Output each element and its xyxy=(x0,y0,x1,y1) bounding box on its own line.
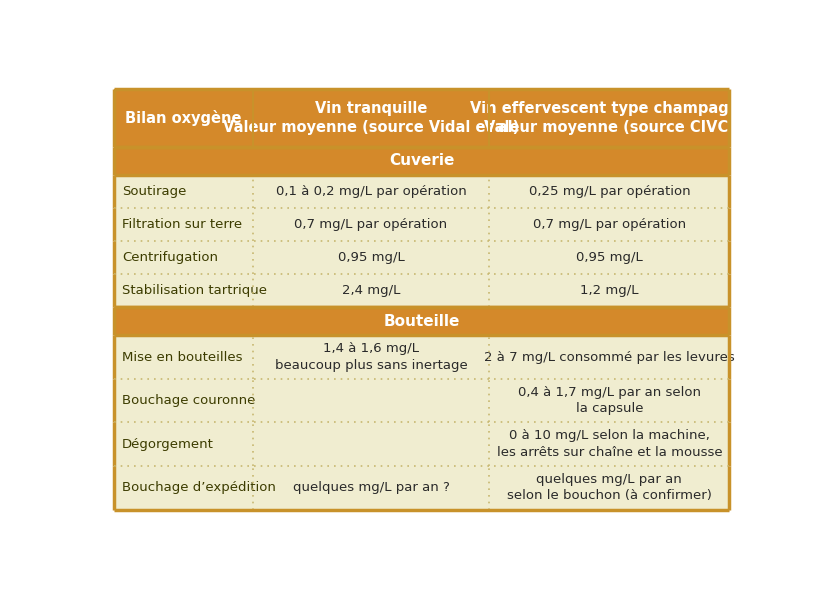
Text: quelques mg/L par an
selon le bouchon (à confirmer): quelques mg/L par an selon le bouchon (à… xyxy=(507,473,712,502)
Text: 1,2 mg/L: 1,2 mg/L xyxy=(580,284,639,297)
Text: Mise en bouteilles: Mise en bouteilles xyxy=(122,350,243,364)
Text: quelques mg/L par an ?: quelques mg/L par an ? xyxy=(293,482,449,494)
Text: 0,7 mg/L par opération: 0,7 mg/L par opération xyxy=(295,218,448,231)
Text: 2 à 7 mg/L consommé par les levures: 2 à 7 mg/L consommé par les levures xyxy=(484,350,735,364)
Text: Cuverie: Cuverie xyxy=(389,154,454,168)
Bar xyxy=(114,307,729,336)
Text: Bouteille: Bouteille xyxy=(384,314,460,329)
Text: Vin tranquille
Valeur moyenne (source Vidal et al): Vin tranquille Valeur moyenne (source Vi… xyxy=(223,101,519,135)
Text: 0,95 mg/L: 0,95 mg/L xyxy=(576,251,643,264)
Text: Centrifugation: Centrifugation xyxy=(122,251,218,264)
Text: Dégorgement: Dégorgement xyxy=(122,438,214,451)
Text: Filtration sur terre: Filtration sur terre xyxy=(122,218,242,231)
Text: 0,7 mg/L par opération: 0,7 mg/L par opération xyxy=(532,218,686,231)
Bar xyxy=(114,175,729,208)
Bar xyxy=(114,241,729,274)
Bar xyxy=(114,466,729,509)
Text: Bouchage couronne: Bouchage couronne xyxy=(122,394,255,407)
Bar xyxy=(114,422,729,466)
Bar xyxy=(114,146,729,175)
Text: 0,25 mg/L par opération: 0,25 mg/L par opération xyxy=(528,185,690,198)
Text: Stabilisation tartrique: Stabilisation tartrique xyxy=(122,284,267,297)
Bar xyxy=(114,208,729,241)
Text: 0,4 à 1,7 mg/L par an selon
la capsule: 0,4 à 1,7 mg/L par an selon la capsule xyxy=(518,386,701,416)
Text: Bouchage d’expédition: Bouchage d’expédition xyxy=(122,482,276,494)
Text: 0,1 à 0,2 mg/L par opération: 0,1 à 0,2 mg/L par opération xyxy=(276,185,467,198)
Text: 0 à 10 mg/L selon la machine,
les arrêts sur chaîne et la mousse: 0 à 10 mg/L selon la machine, les arrêts… xyxy=(496,429,722,459)
Text: 1,4 à 1,6 mg/L
beaucoup plus sans inertage: 1,4 à 1,6 mg/L beaucoup plus sans inerta… xyxy=(275,342,467,372)
Bar xyxy=(114,379,729,422)
Bar xyxy=(114,90,729,146)
Text: Soutirage: Soutirage xyxy=(122,185,186,198)
Text: Vin effervescent type champagne
Valeur moyenne (source CIVC): Vin effervescent type champagne Valeur m… xyxy=(470,101,749,135)
Bar xyxy=(114,274,729,307)
Text: 0,95 mg/L: 0,95 mg/L xyxy=(337,251,404,264)
Text: Bilan oxygène: Bilan oxygène xyxy=(125,110,242,126)
Bar xyxy=(114,336,729,379)
Text: 2,4 mg/L: 2,4 mg/L xyxy=(342,284,400,297)
